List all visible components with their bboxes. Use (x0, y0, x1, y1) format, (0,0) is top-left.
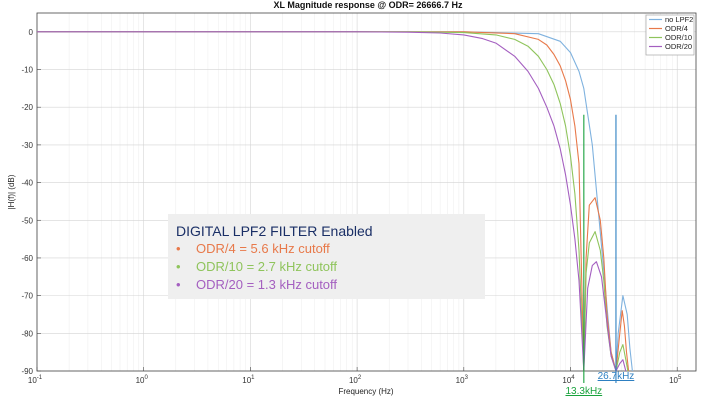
series-line-odr-4 (37, 31, 630, 372)
y-tick-label: -70 (21, 292, 33, 301)
x-tick-label: 105 (669, 375, 682, 385)
x-axis-label: Frequency (Hz) (338, 387, 393, 396)
annotation-line-text: ODR/4 = 5.6 kHz cutoff (196, 241, 330, 256)
x-tick-label: 101 (242, 375, 255, 385)
y-axis-label: |H(f)| (dB) (7, 174, 16, 209)
frequency-markers: 13.3kHz 26.7kHz (565, 114, 635, 397)
plot-frame (36, 12, 697, 372)
y-tick-label: 0 (29, 28, 34, 37)
annotation-bullet: • (176, 277, 181, 292)
grid (36, 13, 696, 372)
legend-label: ODR/10 (665, 33, 692, 42)
x-tick-label: 10-1 (28, 375, 43, 385)
series-line-no-lpf2 (37, 31, 633, 372)
y-tick-label: -90 (21, 367, 33, 376)
y-tick-label: -30 (21, 141, 33, 150)
annotation-lines: • ODR/4 = 5.6 kHz cutoff • ODR/10 = 2.7 kHz… (176, 241, 337, 292)
annotation-line-text: ODR/10 = 2.7 kHz cutoff (196, 259, 337, 274)
y-tick-label: -20 (21, 103, 33, 112)
x-tick-label: 103 (456, 375, 469, 385)
chart-title: XL Magnitude response @ ODR= 26666.7 Hz (274, 0, 463, 10)
annotation-bullet: • (176, 241, 181, 256)
y-tick-label: -80 (21, 329, 33, 338)
series-lines (37, 31, 633, 372)
x-tick-label: 102 (349, 375, 362, 385)
legend-label: no LPF2 (665, 15, 693, 24)
series-line-odr-20 (37, 31, 627, 372)
legend-label: ODR/4 (665, 24, 688, 33)
y-tick-label: -50 (21, 216, 33, 225)
axis-ticks: 10-1 100 101 102 103 104 105 0 -10 -20 -30 -40 -50 -6… (21, 28, 682, 385)
marker-label: 13.3kHz (565, 386, 602, 397)
legend-label: ODR/20 (665, 42, 692, 51)
annotation-box: DIGITAL LPF2 FILTER Enabled • ODR/4 = 5.6… (168, 214, 485, 299)
y-tick-label: -60 (21, 254, 33, 263)
annotation-title: DIGITAL LPF2 FILTER Enabled (176, 223, 373, 239)
annotation-line-text: ODR/20 = 1.3 kHz cutoff (196, 277, 337, 292)
x-tick-label: 100 (136, 375, 149, 385)
series-line-odr-10 (37, 31, 629, 372)
y-tick-label: -40 (21, 179, 33, 188)
x-tick-label: 104 (562, 375, 575, 385)
marker-label: 26.7kHz (598, 371, 635, 382)
annotation-bullet: • (176, 259, 181, 274)
y-tick-label: -10 (21, 66, 33, 75)
